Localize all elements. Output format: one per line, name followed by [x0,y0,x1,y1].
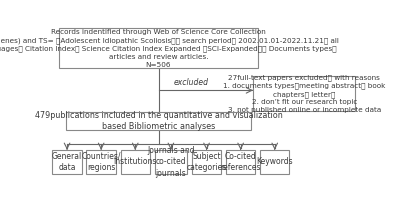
FancyBboxPatch shape [86,150,116,174]
FancyBboxPatch shape [192,150,221,174]
Text: Countries/
regions: Countries/ regions [82,152,121,172]
Text: Keywords: Keywords [256,157,293,166]
Text: excluded: excluded [174,78,209,87]
FancyBboxPatch shape [253,76,355,111]
Text: 27full-text papers excluded： with reasons
1. documents types（meeting abstract， b: 27full-text papers excluded： with reason… [223,74,385,113]
FancyBboxPatch shape [120,150,150,174]
Text: Journals and
co-cited
journals: Journals and co-cited journals [147,146,195,178]
FancyBboxPatch shape [59,28,258,68]
FancyBboxPatch shape [226,150,255,174]
FancyBboxPatch shape [260,150,290,174]
FancyBboxPatch shape [52,150,82,174]
FancyBboxPatch shape [155,150,187,174]
Text: Records indentified through Web of Science Core Collection
TS=(genes) and TS= （A: Records indentified through Web of Scien… [0,29,339,67]
Text: Co-cited
references: Co-cited references [220,152,261,172]
Text: 479publications included in the quantitative and visualization
based Bibliometri: 479publications included in the quantita… [35,111,282,131]
Text: Institutions: Institutions [114,157,157,166]
Text: General
data: General data [52,152,82,172]
Text: Subject
categories: Subject categories [186,152,227,172]
FancyBboxPatch shape [66,112,252,130]
